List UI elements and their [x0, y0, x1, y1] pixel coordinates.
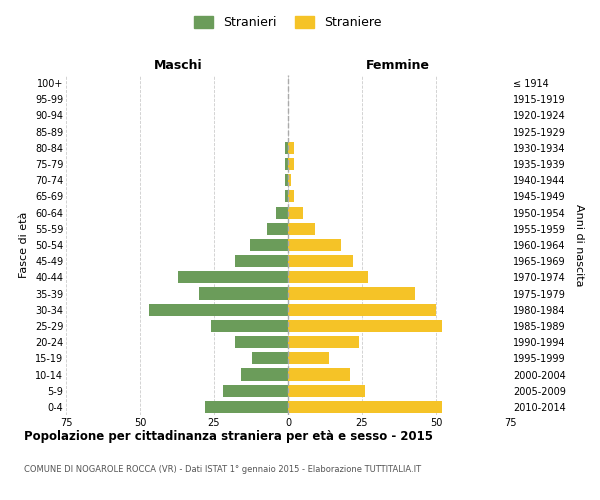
Bar: [235, 336, 288, 348]
Bar: [288, 158, 294, 170]
Y-axis label: Anni di nascita: Anni di nascita: [574, 204, 584, 286]
Bar: [285, 174, 288, 186]
Bar: [288, 206, 303, 218]
Text: Popolazione per cittadinanza straniera per età e sesso - 2015: Popolazione per cittadinanza straniera p…: [24, 430, 433, 443]
Bar: [288, 368, 350, 380]
Bar: [205, 401, 288, 413]
Bar: [288, 304, 436, 316]
Bar: [285, 190, 288, 202]
Bar: [241, 368, 288, 380]
Bar: [285, 158, 288, 170]
Bar: [288, 384, 365, 397]
Bar: [235, 255, 288, 268]
Bar: [288, 255, 353, 268]
Bar: [288, 222, 314, 235]
Bar: [285, 142, 288, 154]
Text: Femmine: Femmine: [365, 59, 430, 72]
Bar: [288, 190, 294, 202]
Bar: [288, 352, 329, 364]
Bar: [276, 206, 288, 218]
Bar: [250, 239, 288, 251]
Bar: [288, 401, 442, 413]
Bar: [288, 336, 359, 348]
Bar: [211, 320, 288, 332]
Text: Maschi: Maschi: [154, 59, 203, 72]
Bar: [149, 304, 288, 316]
Bar: [288, 320, 442, 332]
Bar: [253, 352, 288, 364]
Bar: [288, 142, 294, 154]
Bar: [199, 288, 288, 300]
Bar: [178, 272, 288, 283]
Bar: [223, 384, 288, 397]
Bar: [267, 222, 288, 235]
Y-axis label: Fasce di età: Fasce di età: [19, 212, 29, 278]
Legend: Stranieri, Straniere: Stranieri, Straniere: [190, 11, 386, 34]
Bar: [288, 239, 341, 251]
Text: COMUNE DI NOGAROLE ROCCA (VR) - Dati ISTAT 1° gennaio 2015 - Elaborazione TUTTIT: COMUNE DI NOGAROLE ROCCA (VR) - Dati IST…: [24, 465, 421, 474]
Bar: [288, 288, 415, 300]
Bar: [288, 272, 368, 283]
Bar: [288, 174, 291, 186]
